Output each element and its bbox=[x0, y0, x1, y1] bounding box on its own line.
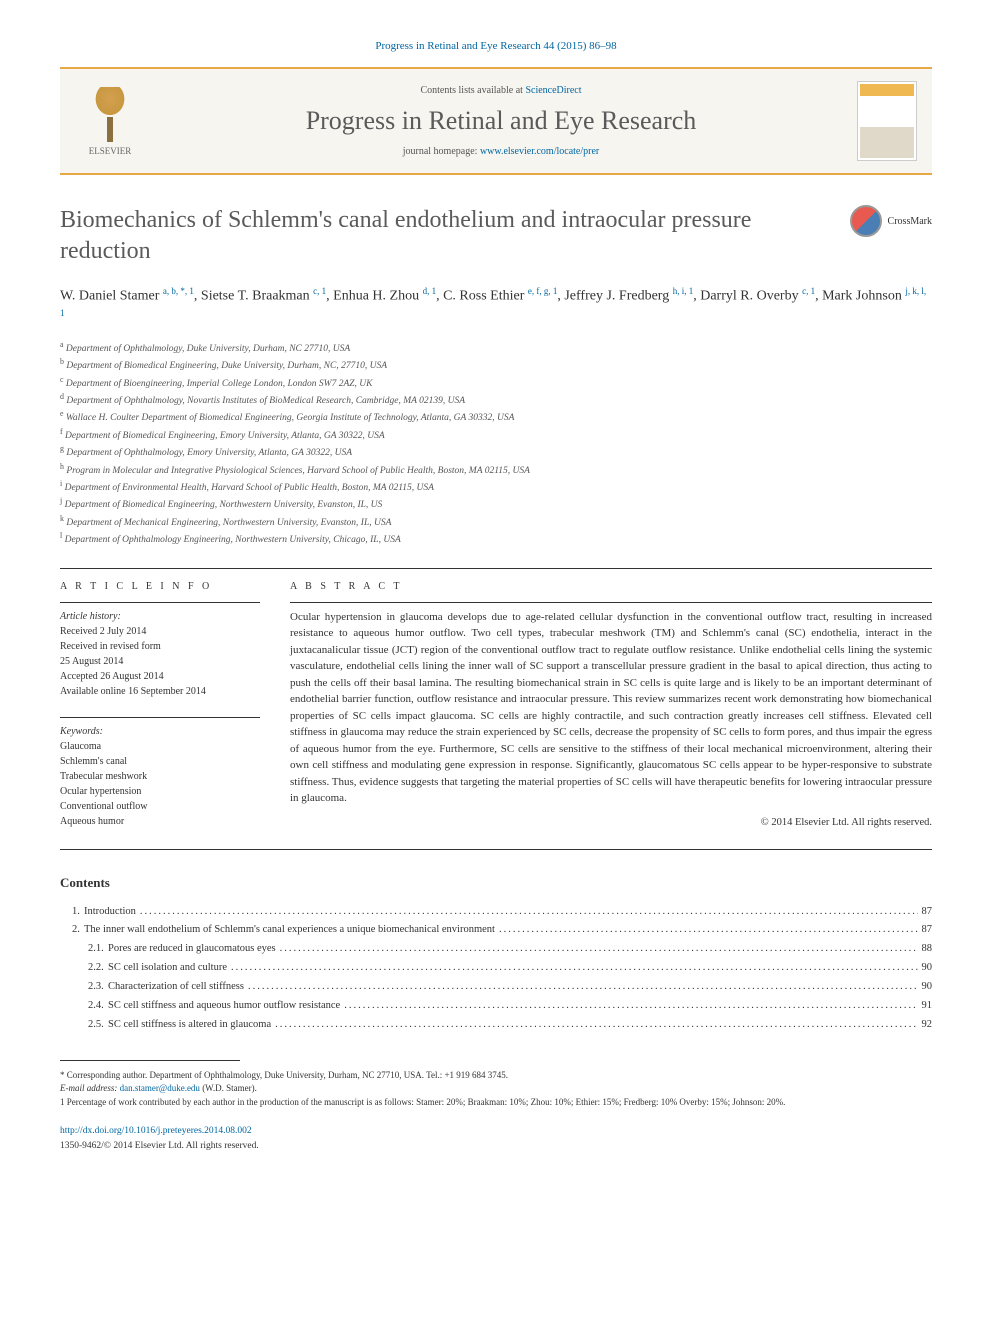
affiliation-line: k Department of Mechanical Engineering, … bbox=[60, 513, 932, 530]
toc-number: 2.4. bbox=[60, 997, 108, 1016]
toc-dots bbox=[231, 959, 918, 978]
affiliation-line: g Department of Ophthalmology, Emory Uni… bbox=[60, 443, 932, 460]
footnotes: * Corresponding author. Department of Op… bbox=[60, 1069, 932, 1110]
contents-section: Contents 1.Introduction872.The inner wal… bbox=[60, 875, 932, 1035]
keyword: Aqueous humor bbox=[60, 814, 260, 829]
authors-list: W. Daniel Stamer a, b, *, 1, Sietse T. B… bbox=[60, 285, 932, 328]
affiliations-list: a Department of Ophthalmology, Duke Univ… bbox=[60, 339, 932, 548]
history-line: Accepted 26 August 2014 bbox=[60, 669, 260, 684]
toc-dots bbox=[140, 903, 918, 922]
affiliation-line: c Department of Bioengineering, Imperial… bbox=[60, 374, 932, 391]
header-reference: Progress in Retinal and Eye Research 44 … bbox=[60, 40, 932, 52]
toc-page: 92 bbox=[922, 1016, 933, 1035]
doi-block: http://dx.doi.org/10.1016/j.preteyeres.2… bbox=[60, 1124, 932, 1153]
corresponding-author-note: * Corresponding author. Department of Op… bbox=[60, 1069, 932, 1083]
toc-title: Introduction bbox=[84, 903, 136, 922]
toc-row[interactable]: 1.Introduction 87 bbox=[60, 903, 932, 922]
toc-dots bbox=[248, 978, 918, 997]
journal-center: Contents lists available at ScienceDirec… bbox=[145, 85, 857, 157]
affiliation-line: e Wallace H. Coulter Department of Biome… bbox=[60, 408, 932, 425]
toc-row[interactable]: 2.3.Characterization of cell stiffness 90 bbox=[60, 978, 932, 997]
toc-number: 2.3. bbox=[60, 978, 108, 997]
toc-dots bbox=[344, 997, 917, 1016]
history-line: 25 August 2014 bbox=[60, 654, 260, 669]
toc-number: 2.5. bbox=[60, 1016, 108, 1035]
toc-page: 88 bbox=[922, 940, 933, 959]
toc-title: SC cell isolation and culture bbox=[108, 959, 227, 978]
history-line: Received in revised form bbox=[60, 639, 260, 654]
keyword: Ocular hypertension bbox=[60, 784, 260, 799]
toc-number: 1. bbox=[60, 903, 84, 922]
journal-cover-thumbnail bbox=[857, 81, 917, 161]
affiliation-line: h Program in Molecular and Integrative P… bbox=[60, 461, 932, 478]
toc-number: 2.2. bbox=[60, 959, 108, 978]
toc-title: Characterization of cell stiffness bbox=[108, 978, 244, 997]
divider bbox=[60, 568, 932, 569]
toc-row[interactable]: 2.4.SC cell stiffness and aqueous humor … bbox=[60, 997, 932, 1016]
toc-page: 87 bbox=[922, 903, 933, 922]
contents-available: Contents lists available at ScienceDirec… bbox=[145, 85, 857, 96]
affiliation-line: d Department of Ophthalmology, Novartis … bbox=[60, 391, 932, 408]
crossmark-label: CrossMark bbox=[888, 216, 932, 227]
history-line: Received 2 July 2014 bbox=[60, 624, 260, 639]
toc-title: SC cell stiffness is altered in glaucoma bbox=[108, 1016, 271, 1035]
article-info-column: A R T I C L E I N F O Article history: R… bbox=[60, 581, 260, 829]
table-of-contents: 1.Introduction872.The inner wall endothe… bbox=[60, 903, 932, 1035]
affiliation-line: j Department of Biomedical Engineering, … bbox=[60, 495, 932, 512]
contribution-note: 1 Percentage of work contributed by each… bbox=[60, 1096, 932, 1110]
keyword: Glaucoma bbox=[60, 739, 260, 754]
toc-number: 2. bbox=[60, 921, 84, 940]
toc-row[interactable]: 2.1.Pores are reduced in glaucomatous ey… bbox=[60, 940, 932, 959]
journal-header-box: ELSEVIER Contents lists available at Sci… bbox=[60, 67, 932, 175]
toc-page: 90 bbox=[922, 959, 933, 978]
toc-row[interactable]: 2.2.SC cell isolation and culture 90 bbox=[60, 959, 932, 978]
elsevier-logo: ELSEVIER bbox=[75, 81, 145, 161]
toc-row[interactable]: 2.5.SC cell stiffness is altered in glau… bbox=[60, 1016, 932, 1035]
crossmark-icon bbox=[850, 205, 882, 237]
article-history: Article history: Received 2 July 2014Rec… bbox=[60, 609, 260, 699]
toc-title: The inner wall endothelium of Schlemm's … bbox=[84, 921, 495, 940]
toc-title: Pores are reduced in glaucomatous eyes bbox=[108, 940, 276, 959]
keyword: Schlemm's canal bbox=[60, 754, 260, 769]
journal-homepage: journal homepage: www.elsevier.com/locat… bbox=[145, 146, 857, 157]
affiliation-line: i Department of Environmental Health, Ha… bbox=[60, 478, 932, 495]
toc-page: 87 bbox=[922, 921, 933, 940]
affiliation-line: a Department of Ophthalmology, Duke Univ… bbox=[60, 339, 932, 356]
toc-number: 2.1. bbox=[60, 940, 108, 959]
journal-title: Progress in Retinal and Eye Research bbox=[145, 106, 857, 136]
keywords-label: Keywords: bbox=[60, 724, 260, 739]
homepage-link[interactable]: www.elsevier.com/locate/prer bbox=[480, 146, 599, 157]
toc-title: SC cell stiffness and aqueous humor outf… bbox=[108, 997, 340, 1016]
abstract-text: Ocular hypertension in glaucoma develops… bbox=[290, 609, 932, 807]
affiliation-line: l Department of Ophthalmology Engineerin… bbox=[60, 530, 932, 547]
abstract-copyright: © 2014 Elsevier Ltd. All rights reserved… bbox=[290, 817, 932, 828]
email-link[interactable]: dan.stamer@duke.edu bbox=[120, 1083, 200, 1093]
elsevier-text: ELSEVIER bbox=[89, 146, 132, 156]
keyword: Conventional outflow bbox=[60, 799, 260, 814]
footnote-divider bbox=[60, 1060, 240, 1061]
crossmark-badge[interactable]: CrossMark bbox=[850, 205, 932, 237]
toc-dots bbox=[275, 1016, 917, 1035]
toc-dots bbox=[499, 921, 918, 940]
issn-copyright: 1350-9462/© 2014 Elsevier Ltd. All right… bbox=[60, 1139, 932, 1153]
keyword: Trabecular meshwork bbox=[60, 769, 260, 784]
toc-page: 91 bbox=[922, 997, 933, 1016]
elsevier-tree-icon bbox=[85, 87, 135, 142]
history-label: Article history: bbox=[60, 609, 260, 624]
email-note: E-mail address: dan.stamer@duke.edu (W.D… bbox=[60, 1082, 932, 1096]
toc-row[interactable]: 2.The inner wall endothelium of Schlemm'… bbox=[60, 921, 932, 940]
history-line: Available online 16 September 2014 bbox=[60, 684, 260, 699]
affiliation-line: f Department of Biomedical Engineering, … bbox=[60, 426, 932, 443]
abstract-heading: A B S T R A C T bbox=[290, 581, 932, 592]
article-title: Biomechanics of Schlemm's canal endothel… bbox=[60, 205, 830, 267]
article-info-heading: A R T I C L E I N F O bbox=[60, 581, 260, 592]
affiliation-line: b Department of Biomedical Engineering, … bbox=[60, 356, 932, 373]
toc-page: 90 bbox=[922, 978, 933, 997]
toc-dots bbox=[280, 940, 918, 959]
keywords-block: Keywords: GlaucomaSchlemm's canalTrabecu… bbox=[60, 724, 260, 829]
sciencedirect-link[interactable]: ScienceDirect bbox=[525, 85, 581, 96]
doi-link[interactable]: http://dx.doi.org/10.1016/j.preteyeres.2… bbox=[60, 1126, 252, 1136]
contents-heading: Contents bbox=[60, 875, 932, 891]
